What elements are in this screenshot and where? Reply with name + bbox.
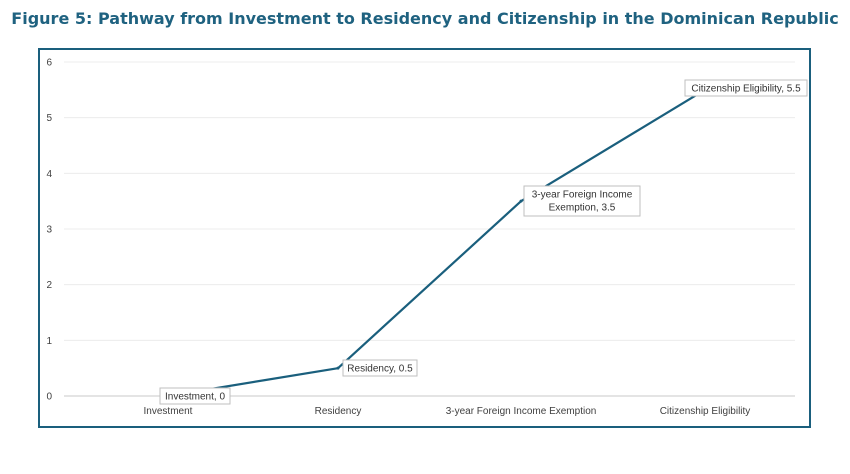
y-tick-label: 1 [46, 336, 52, 347]
data-label-box [342, 359, 418, 377]
y-tick-label: 0 [46, 392, 52, 403]
data-label: Investment, 0 [165, 392, 225, 403]
data-point [519, 199, 523, 203]
x-tick-label: Citizenship Eligibility [660, 406, 751, 417]
chart-frame [38, 48, 811, 428]
data-label-box [159, 387, 231, 405]
data-point [336, 366, 340, 370]
x-tick-label: 3-year Foreign Income Exemption [446, 406, 597, 417]
series-line [167, 88, 706, 398]
y-tick-label: 5 [46, 113, 52, 124]
chart-title: Figure 5: Pathway from Investment to Res… [11, 9, 839, 28]
data-label-box [523, 185, 641, 217]
x-tick-label: Investment [144, 406, 193, 417]
data-label: Residency, 0.5 [347, 364, 413, 375]
y-tick-label: 6 [46, 58, 52, 69]
data-label: Exemption, 3.5 [549, 203, 616, 214]
data-label: Citizenship Eligibility, 5.5 [691, 84, 801, 95]
data-label: 3-year Foreign Income [532, 190, 633, 201]
y-tick-label: 2 [46, 280, 52, 291]
data-label-box [684, 79, 808, 97]
y-tick-label: 3 [46, 225, 52, 236]
x-tick-label: Residency [315, 406, 362, 417]
y-tick-label: 4 [46, 169, 52, 180]
